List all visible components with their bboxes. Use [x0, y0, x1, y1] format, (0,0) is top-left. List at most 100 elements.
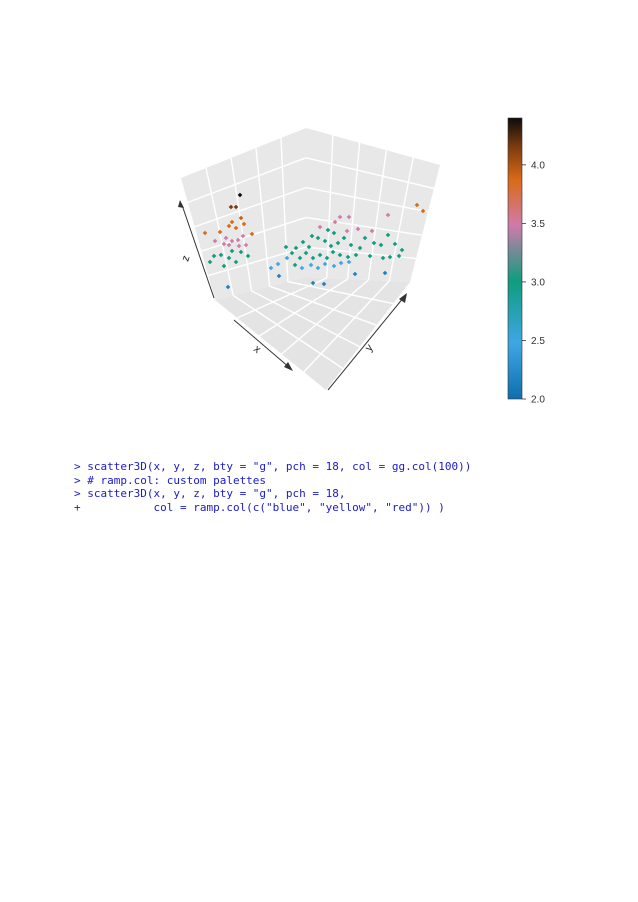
grid-line	[305, 186, 429, 213]
grid-line	[388, 157, 414, 282]
scatter-point	[228, 204, 234, 210]
scatter3d-plot: z x y 2.0 2.5 3.0 3.5 4.0	[178, 117, 545, 406]
grid-line	[305, 157, 435, 190]
scatter-point	[275, 261, 281, 267]
grid-line	[194, 186, 307, 228]
scatter-point	[345, 254, 351, 260]
scatter-point	[310, 255, 316, 261]
scatter-point	[367, 253, 373, 259]
grid-line	[208, 246, 307, 277]
colorkey-tick-label: 2.5	[531, 336, 545, 347]
panel-grid	[187, 135, 435, 373]
scatter-point	[268, 265, 274, 271]
scatter-point	[396, 253, 402, 259]
colorkey-tick-label: 2.0	[531, 395, 545, 406]
scatter-point	[309, 233, 315, 239]
scatter-point	[233, 259, 239, 265]
scatter-point	[331, 263, 337, 269]
scatter-point	[221, 241, 227, 247]
scatter-point	[371, 240, 377, 246]
x-axis-arrowhead	[284, 362, 293, 371]
scatter-point	[229, 238, 235, 244]
scatter-point	[315, 235, 321, 241]
scatter-point	[399, 247, 405, 253]
scatter-point	[369, 228, 375, 234]
scatter-point	[348, 242, 354, 248]
y-axis-label: y	[363, 342, 376, 354]
scatter-point	[299, 265, 305, 271]
scatter-point	[380, 255, 386, 261]
scatter-point	[300, 239, 306, 245]
scatter-point	[211, 253, 217, 259]
scatter-point	[283, 244, 289, 250]
scatter-point	[226, 242, 232, 248]
grid-line	[303, 280, 390, 373]
scatter-point	[414, 202, 420, 208]
scatter-point	[308, 262, 314, 268]
scatter-point	[378, 242, 384, 248]
scatter-point	[243, 242, 249, 248]
scatter-point	[420, 208, 426, 214]
scatter-point	[357, 245, 363, 251]
scatter-point	[337, 252, 343, 258]
scatter-point	[284, 255, 290, 261]
z-axis-arrow	[181, 204, 215, 299]
scatter-point	[382, 270, 388, 276]
scatter-point	[344, 228, 350, 234]
x-axis-label: x	[251, 343, 263, 356]
r-code-block: > scatter3D(x, y, z, bty = "g", pch = 18…	[74, 460, 471, 514]
grid-line	[230, 157, 253, 291]
data-points	[202, 192, 426, 290]
scatter-point	[317, 224, 323, 230]
scatter-point	[212, 238, 218, 244]
scatter-point	[328, 243, 334, 249]
colorkey-tick-label: 3.0	[531, 277, 545, 288]
scatter-point	[322, 261, 328, 267]
scatter-point	[241, 221, 247, 227]
scatter-point	[306, 244, 312, 250]
scatter-point	[221, 263, 227, 269]
scatter-point	[229, 219, 235, 225]
scatter-point	[353, 252, 359, 258]
scatter-point	[322, 238, 328, 244]
grid-line	[269, 285, 377, 326]
scatter-point	[346, 259, 352, 265]
colorkey-bar	[507, 117, 523, 400]
scatter-point	[225, 284, 231, 290]
scatter-point	[235, 237, 241, 243]
grid-line	[287, 280, 394, 305]
floor-panel	[215, 277, 410, 390]
scatter-point	[245, 253, 251, 259]
scatter-point	[292, 262, 298, 268]
scatter-point	[355, 226, 361, 232]
scatter-point	[332, 219, 338, 225]
grid-line	[346, 142, 361, 280]
grid-line	[255, 147, 271, 287]
z-axis-arrowhead	[178, 200, 184, 208]
colorkey-ticks: 2.0 2.5 3.0 3.5 4.0	[522, 160, 545, 406]
scatter-point	[289, 250, 295, 256]
scatter-point	[233, 204, 239, 210]
grid-line	[251, 290, 360, 348]
scatter-point	[330, 249, 336, 255]
scatter-point	[315, 265, 321, 271]
scatter-point	[362, 235, 368, 241]
scatter-point	[233, 225, 239, 231]
scatter-point	[324, 255, 330, 261]
scatter-point	[223, 235, 229, 241]
scatter-point	[276, 273, 282, 279]
scatter-point	[238, 249, 244, 255]
code-line-3: > scatter3D(x, y, z, bty = "g", pch = 18…	[74, 487, 346, 501]
scatter-point	[310, 280, 316, 286]
scatter-point	[297, 255, 303, 261]
code-line-2: > # ramp.col: custom palettes	[74, 473, 267, 487]
x-axis-arrow	[233, 319, 291, 369]
scatter-point	[303, 250, 309, 256]
colorkey-tick-label: 4.0	[531, 160, 545, 171]
scatter-point	[207, 259, 213, 265]
scatter-point	[338, 260, 344, 266]
grid-line	[259, 278, 348, 337]
scatter-point	[335, 240, 341, 246]
scatter-point	[317, 252, 323, 258]
scatter-point	[293, 245, 299, 251]
